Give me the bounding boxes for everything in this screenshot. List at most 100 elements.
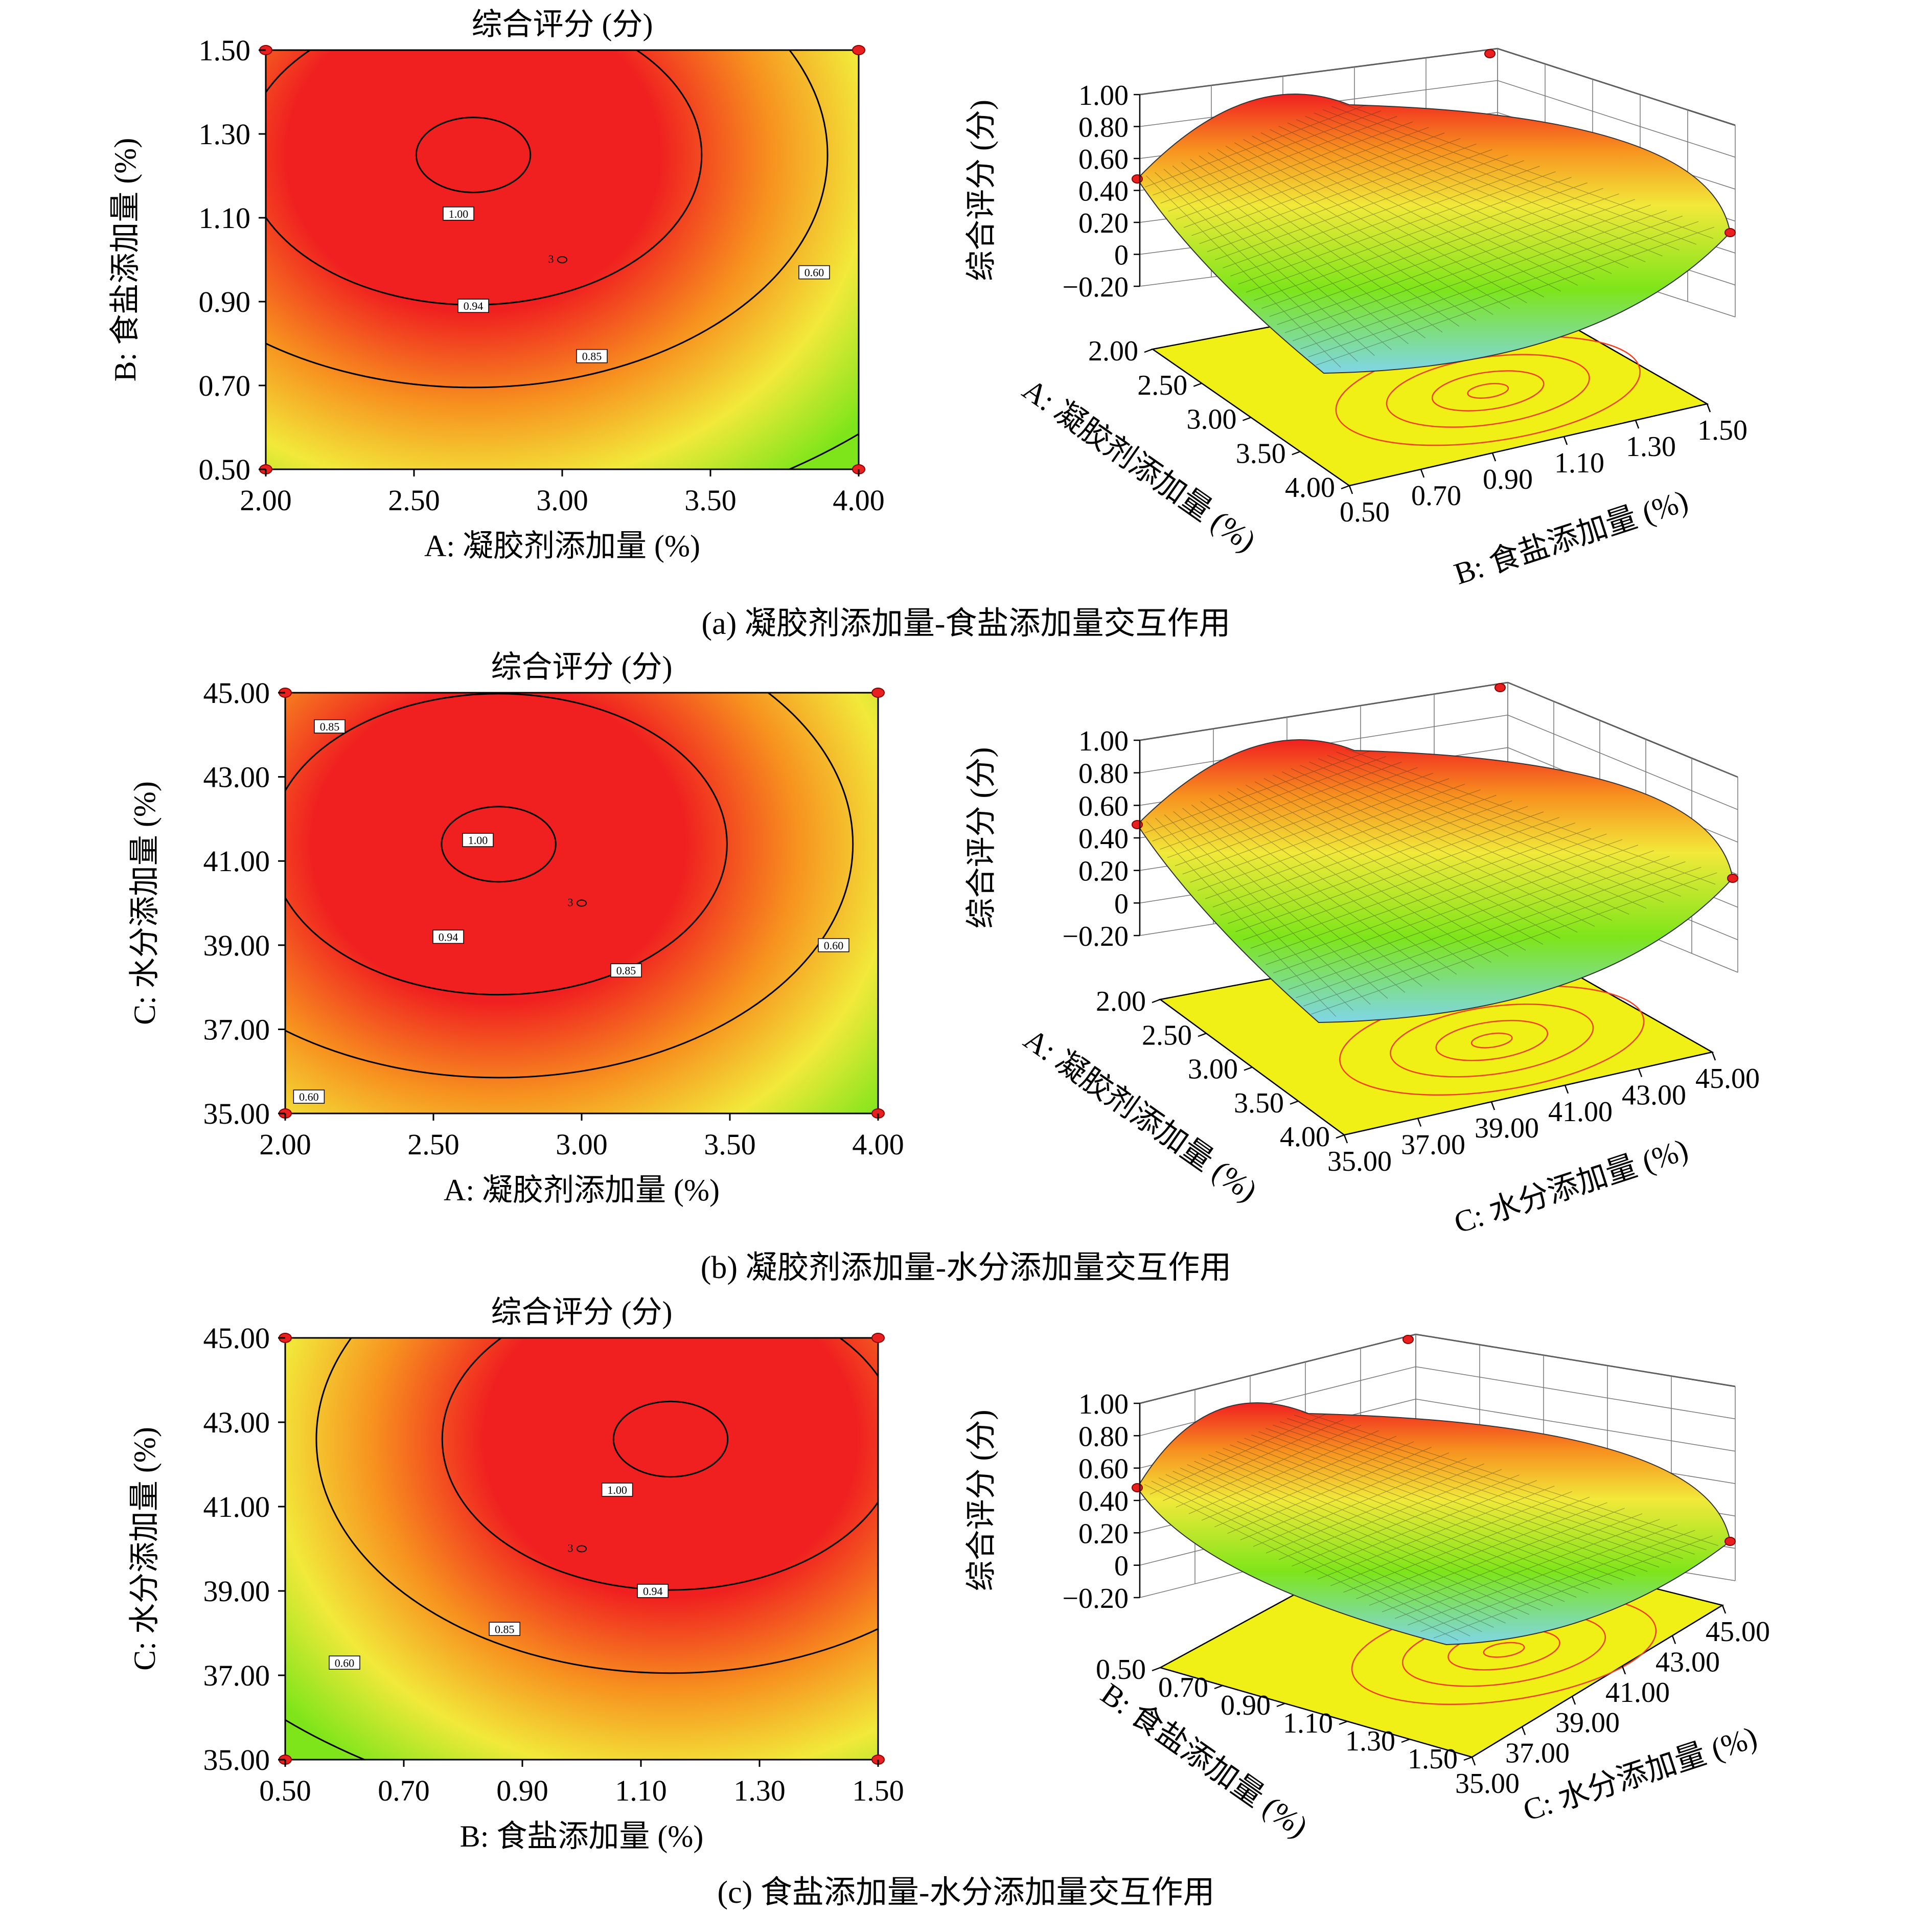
y-tick-label: 41.00	[203, 1490, 270, 1523]
surface-plot-b: 1.000.800.600.400.200−0.20 综合评分 (分) 2.002.…	[964, 681, 1760, 1240]
depth-tick-label: 3.00	[1188, 1054, 1238, 1085]
mesh-line	[1188, 1430, 1379, 1514]
mesh-line	[1190, 158, 1426, 338]
contour-lines	[285, 1338, 878, 1760]
mesh-line	[1273, 775, 1578, 933]
mesh-line	[1215, 1451, 1577, 1598]
depth-tick-label: 2.00	[1088, 335, 1138, 367]
mesh-line	[1230, 1444, 1600, 1589]
mesh-line	[1243, 139, 1527, 304]
mesh-line	[1176, 1424, 1362, 1508]
y-tick-label: 45.00	[203, 676, 270, 710]
mesh-line	[1282, 771, 1595, 927]
mesh-line	[1155, 817, 1353, 1011]
width-tick-label: 1.10	[1554, 447, 1604, 479]
x-tick-label: 2.50	[407, 1128, 459, 1161]
mesh-line	[1301, 1411, 1719, 1546]
mesh-line	[1408, 1524, 1678, 1626]
width-tick-label: 45.00	[1695, 1063, 1760, 1095]
mesh-line	[1433, 1535, 1713, 1638]
depth-tick	[1193, 382, 1202, 387]
mesh-line	[1266, 1463, 1484, 1554]
mesh-line	[1278, 126, 1595, 280]
mesh-line	[1305, 116, 1646, 262]
mesh-line	[1258, 1431, 1648, 1572]
mesh-line	[1237, 1441, 1612, 1585]
mesh-line	[1160, 761, 1402, 850]
mesh-line	[1356, 1502, 1607, 1600]
mesh-line	[1280, 850, 1654, 982]
floor-contour	[1470, 1032, 1513, 1049]
surface-mesh	[1144, 102, 1715, 368]
width-tick	[1671, 1635, 1676, 1644]
mesh-line	[1146, 821, 1337, 1017]
contour-line	[285, 693, 728, 996]
mesh-line	[1149, 1414, 1326, 1495]
contour-label: 0.60	[824, 939, 844, 952]
mesh-line	[1163, 169, 1375, 356]
width-tick	[1348, 485, 1353, 494]
mesh-line	[1260, 132, 1561, 292]
design-point	[1402, 1335, 1414, 1344]
mesh-line	[1288, 856, 1670, 990]
mesh-line	[1187, 1464, 1530, 1615]
contour-line	[285, 693, 854, 1079]
width-tick	[1564, 1085, 1569, 1094]
mesh-line	[1322, 109, 1680, 251]
depth-tick-label: 0.50	[1096, 1654, 1146, 1686]
y-tick-label: 0.50	[199, 453, 251, 486]
mesh-line	[1155, 172, 1358, 362]
floor-contour	[1435, 1019, 1549, 1061]
contour-line	[266, 50, 829, 389]
depth-tick-label: 0.70	[1158, 1672, 1208, 1703]
contour-line	[415, 117, 532, 193]
width-tick-label: 39.00	[1475, 1112, 1539, 1144]
contour-line	[612, 1400, 729, 1478]
mesh-line	[1300, 765, 1629, 915]
mesh-line	[1294, 1415, 1707, 1551]
mesh-line	[1181, 162, 1409, 345]
z-tick-label: 0.20	[1078, 1518, 1129, 1550]
mesh-line	[1144, 750, 1371, 833]
caption-b: (b) 凝胶剂添加量-水分添加量交互作用	[700, 1250, 1232, 1285]
chart-title: 综合评分 (分)	[491, 650, 673, 684]
mesh-line	[1311, 872, 1717, 1015]
contour-label-box	[432, 929, 464, 944]
mesh-line	[1201, 1436, 1397, 1521]
contour-label: 0.85	[320, 720, 340, 733]
chart-title: 综合评分 (分)	[472, 8, 653, 41]
contour-fill	[266, 50, 859, 469]
width-tick-label: 41.00	[1548, 1096, 1613, 1128]
contour-label-box	[610, 963, 642, 977]
z-tick-label: 0.40	[1078, 1486, 1129, 1517]
y-axis-label: C: 水分添加量 (%)	[128, 1427, 162, 1671]
mesh-line	[1303, 867, 1701, 1007]
mesh-line	[1369, 1508, 1625, 1606]
mesh-line	[1327, 755, 1681, 897]
contour-label-box	[637, 1584, 669, 1598]
width-tick	[1563, 436, 1568, 445]
depth-tick-label: 0.90	[1221, 1690, 1271, 1721]
x-axis-label: A: 凝胶剂添加量 (%)	[424, 529, 700, 563]
width-tick	[1706, 403, 1711, 413]
z-tick-label: 0.80	[1078, 758, 1129, 790]
mesh-line	[1287, 122, 1612, 274]
mesh-line	[1164, 814, 1371, 1005]
y-tick-label: 45.00	[203, 1322, 270, 1355]
contour-label: 1.00	[468, 834, 488, 847]
depth-tick-label: 3.50	[1236, 438, 1286, 469]
mesh-line	[1218, 794, 1475, 969]
width-tick	[1471, 1757, 1476, 1766]
x-tick-label: 0.50	[259, 1774, 311, 1807]
mesh-line	[1330, 1491, 1572, 1586]
mesh-line	[1243, 823, 1575, 941]
wall-grid-line	[1139, 1334, 1736, 1404]
width-tick	[1521, 1726, 1526, 1736]
center-point-marker	[577, 899, 587, 907]
design-point	[871, 688, 885, 698]
mesh-line	[1273, 845, 1639, 973]
width-axis-label: C: 水分添加量 (%)	[1450, 1132, 1692, 1240]
mesh-line	[1145, 175, 1341, 368]
mesh-line	[1291, 768, 1613, 921]
